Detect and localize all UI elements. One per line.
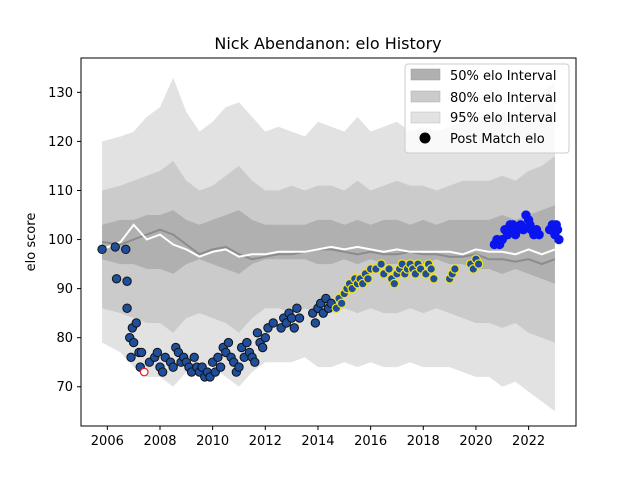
post-match-point bbox=[251, 358, 259, 366]
post-match-point bbox=[98, 245, 106, 253]
legend-swatch-80 bbox=[411, 91, 440, 102]
post-match-point bbox=[122, 245, 130, 253]
legend-marker-post-match bbox=[420, 133, 431, 144]
legend-swatch-95 bbox=[411, 112, 440, 123]
y-tick-label: 90 bbox=[56, 282, 73, 297]
post-match-point bbox=[123, 304, 131, 312]
legend: 50% elo Interval 80% elo Interval 95% el… bbox=[405, 64, 569, 153]
post-match-point bbox=[261, 333, 269, 341]
post-match-point bbox=[137, 348, 145, 356]
post-match-point bbox=[253, 329, 261, 337]
post-match-point bbox=[290, 324, 298, 332]
post-match-point bbox=[295, 314, 303, 322]
post-match-point bbox=[337, 299, 345, 307]
post-match-point bbox=[474, 260, 482, 268]
y-axis-label: elo score bbox=[24, 213, 39, 272]
post-match-point bbox=[451, 265, 459, 273]
legend-label-80: 80% elo Interval bbox=[450, 91, 557, 106]
post-match-point bbox=[112, 275, 120, 283]
x-tick-label: 2010 bbox=[196, 434, 229, 449]
post-match-point bbox=[111, 243, 119, 251]
post-match-point bbox=[430, 275, 438, 283]
y-tick-label: 120 bbox=[48, 135, 73, 150]
post-match-point bbox=[535, 230, 543, 238]
y-tick-label: 110 bbox=[48, 184, 73, 199]
post-match-point bbox=[311, 319, 319, 327]
y-tick-label: 80 bbox=[56, 331, 73, 346]
x-tick-label: 2022 bbox=[512, 434, 545, 449]
post-match-point bbox=[127, 353, 135, 361]
post-match-point bbox=[258, 343, 266, 351]
post-match-point bbox=[555, 235, 563, 243]
post-match-point bbox=[129, 338, 137, 346]
post-match-point bbox=[123, 277, 131, 285]
post-match-point bbox=[293, 304, 301, 312]
x-tick-label: 2014 bbox=[301, 434, 334, 449]
y-tick-label: 130 bbox=[48, 86, 73, 101]
post-match-point bbox=[224, 338, 232, 346]
post-match-point bbox=[364, 275, 372, 283]
post-match-point bbox=[214, 353, 222, 361]
legend-label-95: 95% elo Interval bbox=[450, 111, 557, 126]
post-match-point bbox=[553, 226, 561, 234]
x-tick-label: 2018 bbox=[407, 434, 440, 449]
post-match-point bbox=[140, 368, 148, 376]
legend-label-50: 50% elo Interval bbox=[450, 69, 557, 84]
post-match-point bbox=[377, 260, 385, 268]
y-tick-label: 70 bbox=[56, 380, 73, 395]
post-match-point bbox=[235, 363, 243, 371]
post-match-point bbox=[427, 265, 435, 273]
legend-label-post-match: Post Match elo bbox=[450, 132, 545, 147]
chart-title: Nick Abendanon: elo History bbox=[214, 34, 441, 53]
post-match-point bbox=[390, 280, 398, 288]
legend-swatch-50 bbox=[411, 69, 440, 80]
x-tick-label: 2020 bbox=[459, 434, 492, 449]
post-match-point bbox=[269, 319, 277, 327]
x-tick-label: 2008 bbox=[143, 434, 176, 449]
post-match-point bbox=[153, 348, 161, 356]
post-match-point bbox=[287, 314, 295, 322]
y-tick-label: 100 bbox=[48, 233, 73, 248]
post-match-point bbox=[190, 353, 198, 361]
post-match-point bbox=[216, 363, 224, 371]
x-tick-label: 2006 bbox=[91, 434, 124, 449]
post-match-point bbox=[243, 338, 251, 346]
x-tick-label: 2012 bbox=[249, 434, 282, 449]
post-match-point bbox=[385, 265, 393, 273]
post-match-point bbox=[169, 363, 177, 371]
post-match-point bbox=[158, 368, 166, 376]
x-tick-label: 2016 bbox=[354, 434, 387, 449]
post-match-point bbox=[132, 319, 140, 327]
